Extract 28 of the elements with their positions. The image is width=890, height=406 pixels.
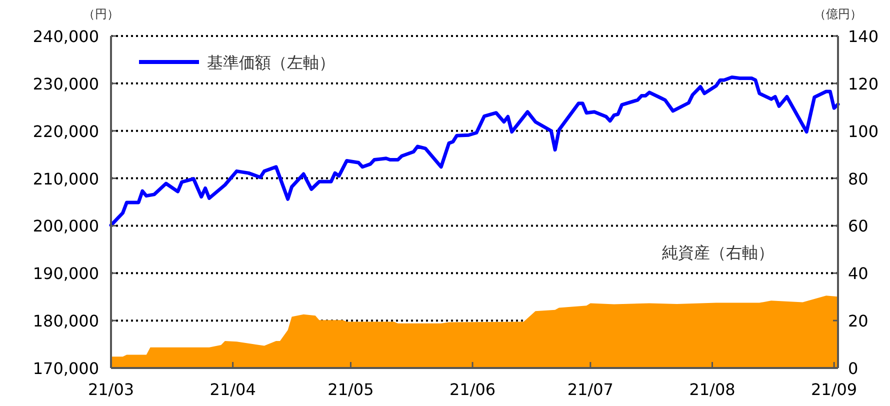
y2-tick-label: 100 xyxy=(848,122,879,141)
y2-tick-label: 60 xyxy=(848,216,868,236)
y-tick-label: 220,000 xyxy=(32,122,99,141)
y2-tick-label: 80 xyxy=(848,169,868,188)
legend-label: 基準価額（左軸） xyxy=(207,53,335,72)
y-axis-title: （円） xyxy=(83,7,119,21)
y-tick-label: 180,000 xyxy=(32,312,99,331)
x-tick-label: 21/03 xyxy=(88,380,134,399)
x-tick-label: 21/06 xyxy=(449,380,496,399)
y2-tick-label: 20 xyxy=(848,312,868,331)
x-tick-label: 21/08 xyxy=(689,380,736,399)
x-tick-label: 21/09 xyxy=(811,380,858,399)
y-tick-label: 190,000 xyxy=(32,264,99,284)
x-tick-label: 21/07 xyxy=(567,380,614,399)
y2-tick-label: 140 xyxy=(848,27,879,46)
y-tick-label: 170,000 xyxy=(32,359,99,378)
x-tick-label: 21/05 xyxy=(328,380,374,399)
line-series xyxy=(109,76,840,227)
y2-tick-label: 0 xyxy=(848,359,858,378)
y-tick-label: 200,000 xyxy=(32,216,99,236)
y2-axis-title: （億円） xyxy=(814,7,862,21)
y-tick-label: 240,000 xyxy=(32,27,99,46)
x-tick-label: 21/04 xyxy=(210,380,256,399)
y2-tick-label: 40 xyxy=(848,264,868,284)
y-tick-label: 210,000 xyxy=(32,169,99,188)
y2-tick-label: 120 xyxy=(848,74,879,94)
text: 純資産（右軸） xyxy=(662,243,774,262)
y-tick-label: 230,000 xyxy=(32,74,99,94)
